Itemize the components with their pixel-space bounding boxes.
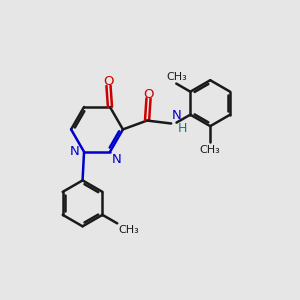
Text: N: N: [111, 153, 121, 166]
Text: N: N: [70, 145, 80, 158]
Text: CH₃: CH₃: [166, 71, 187, 82]
Text: CH₃: CH₃: [119, 225, 140, 235]
Text: H: H: [178, 122, 187, 135]
Text: N: N: [172, 109, 182, 122]
Text: O: O: [143, 88, 154, 100]
Text: O: O: [103, 75, 114, 88]
Text: CH₃: CH₃: [200, 145, 220, 155]
